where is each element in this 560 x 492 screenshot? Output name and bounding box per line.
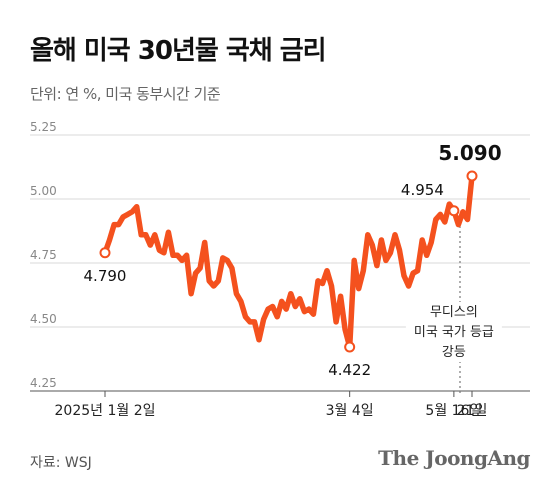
y-tick-label: 4.75 (30, 248, 57, 262)
note-text: 강등 (442, 345, 466, 360)
y-tick-label: 5.25 (30, 120, 57, 134)
data-marker (466, 170, 478, 182)
chart-subtitle: 단위: 연 %, 미국 동부시간 기준 (30, 85, 221, 103)
note-background (405, 302, 502, 362)
brand-logo: The JoongAng (378, 446, 530, 470)
data-label: 4.954 (401, 181, 444, 199)
x-tick-label: 3월 4일 (326, 403, 374, 419)
x-tick-label: 5월 16일 (425, 403, 482, 419)
data-markers (99, 170, 478, 353)
x-tick-label: 21일 (457, 403, 488, 419)
data-label: 4.422 (328, 361, 371, 379)
data-labels: 4.790 4.422 4.954 5.090 (84, 141, 502, 379)
source-note: 자료: WSJ (30, 455, 92, 471)
data-marker (448, 205, 460, 217)
data-marker (344, 341, 356, 353)
data-label: 4.790 (84, 267, 127, 285)
data-marker (99, 247, 111, 259)
y-axis-ticks: 5.25 5.00 4.75 4.50 4.25 (30, 120, 57, 390)
series-line (102, 173, 475, 350)
y-tick-label: 4.25 (30, 376, 57, 390)
y-tick-label: 5.00 (30, 184, 57, 198)
note-text: 무디스의 (430, 305, 478, 320)
data-label: 5.090 (438, 141, 501, 165)
chart-title: 올해 미국 30년물 국채 금리 (30, 36, 327, 66)
x-tick-label: 2025년 1월 2일 (55, 403, 156, 419)
y-tick-label: 4.50 (30, 312, 57, 326)
note-text: 미국 국가 등급 (414, 325, 494, 340)
